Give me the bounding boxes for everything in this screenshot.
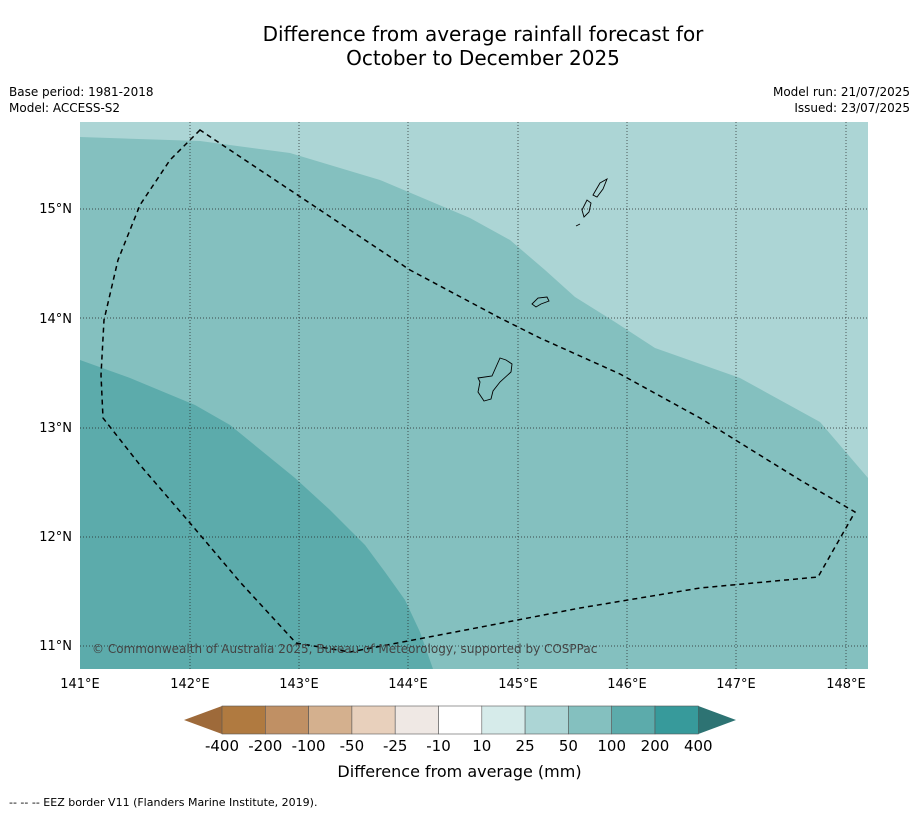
- guam-island: [477, 357, 513, 402]
- colorbar-segment: [308, 705, 353, 735]
- colorbar-ticks: -400 -200 -100 -50 -25 -10 10 25 50 100 …: [205, 737, 713, 755]
- meta-left: Base period: 1981-2018 Model: ACCESS-S2: [9, 84, 154, 116]
- lat-label: 14°N: [39, 312, 72, 327]
- band-100-200: [80, 360, 433, 669]
- colorbar-segment: [438, 705, 483, 735]
- colorbar-title: Difference from average (mm): [337, 762, 582, 781]
- meta-right: Model run: 21/07/2025 Issued: 23/07/2025: [773, 84, 910, 116]
- tinian-island: [581, 199, 592, 218]
- colorbar-segment: [221, 705, 266, 735]
- base-period: Base period: 1981-2018: [9, 85, 154, 99]
- lat-label: 11°N: [39, 639, 72, 654]
- lat-labels: 15°N 14°N 13°N 12°N 11°N: [39, 202, 72, 654]
- colorbar-segment: [654, 705, 699, 735]
- lat-label: 15°N: [39, 202, 72, 217]
- colorbar-arrow-low: [184, 706, 222, 734]
- colorbar-segment: [611, 705, 656, 735]
- lon-label: 146°E: [607, 677, 647, 692]
- model-name: Model: ACCESS-S2: [9, 101, 121, 115]
- aguijan-island: [575, 223, 581, 227]
- model-run: Model run: 21/07/2025: [772, 85, 910, 99]
- graticule: [80, 122, 868, 669]
- colorbar: -400 -200 -100 -50 -25 -10 10 25 50 100 …: [184, 705, 736, 755]
- colorbar-segment: [394, 705, 439, 735]
- map-title: Difference from average rainfall forecas…: [0, 22, 919, 70]
- colorbar-tick: 100: [597, 737, 626, 755]
- colorbar-segment: [481, 705, 526, 735]
- lon-label: 148°E: [826, 677, 866, 692]
- colorbar-arrow-high: [698, 706, 736, 734]
- colorbar-tick: 25: [516, 737, 535, 755]
- eez-border: [100, 129, 857, 653]
- colorbar-tick: 200: [641, 737, 670, 755]
- colorbar-tick: 400: [684, 737, 713, 755]
- lon-labels: 141°E 142°E 143°E 144°E 145°E 146°E 147°…: [60, 677, 866, 692]
- lon-label: 143°E: [279, 677, 319, 692]
- colorbar-tick: -25: [383, 737, 408, 755]
- colorbar-tick: 50: [559, 737, 578, 755]
- title-line-1: Difference from average rainfall forecas…: [262, 22, 704, 46]
- lon-label: 147°E: [716, 677, 756, 692]
- lat-label: 12°N: [39, 530, 72, 545]
- colorbar-segment: [568, 705, 613, 735]
- title-line-2: October to December 2025: [346, 46, 620, 70]
- eez-footnote: -- -- -- EEZ border V11 (Flanders Marine…: [9, 796, 318, 809]
- colorbar-tick: -10: [426, 737, 451, 755]
- lon-label: 141°E: [60, 677, 100, 692]
- colorbar-segment: [524, 705, 569, 735]
- lat-label: 13°N: [39, 421, 72, 436]
- colorbar-tick: 10: [472, 737, 491, 755]
- copyright-text: © Commonwealth of Australia 2025, Bureau…: [92, 642, 597, 656]
- colorbar-tick: -400: [205, 737, 239, 755]
- colorbar-tick: -50: [340, 737, 365, 755]
- colorbar-tick: -100: [292, 737, 326, 755]
- lon-label: 145°E: [498, 677, 538, 692]
- colorbar-tick: -200: [248, 737, 282, 755]
- lon-label: 142°E: [170, 677, 210, 692]
- issued-date: Issued: 23/07/2025: [794, 101, 910, 115]
- colorbar-segment: [264, 705, 309, 735]
- lon-label: 144°E: [388, 677, 428, 692]
- saipan-island: [592, 177, 608, 198]
- rota-island: [531, 296, 550, 308]
- map-panel: © Commonwealth of Australia 2025, Bureau…: [80, 122, 868, 669]
- colorbar-segment: [351, 705, 396, 735]
